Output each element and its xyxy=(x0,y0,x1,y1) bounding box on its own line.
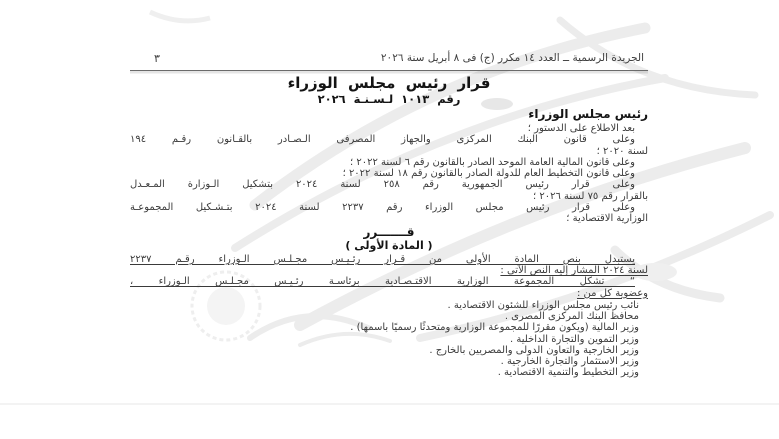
member-item: وزير التموين والتجارة الداخلية . xyxy=(509,333,639,345)
decree-document: الجريدة الرسمية ــ العدد ١٤ مكرر (ج) فى … xyxy=(130,52,648,379)
member-item: محافظ البنك المركزى المصرى . xyxy=(504,311,639,322)
article-one-heading: ( المادة الأولى ) xyxy=(345,239,433,253)
article-line: “ تشكل المجموعة الوزارية الاقتـصـادية بر… xyxy=(130,276,635,288)
page-header: الجريدة الرسمية ــ العدد ١٤ مكرر (ج) فى … xyxy=(130,52,648,71)
article-line: يستبدل بنص المادة الأولى من قـرار رئـيـس… xyxy=(130,253,635,265)
decree-number: رقم ١٠١٣ لـسـنـة ٢٠٢٦ xyxy=(317,92,461,106)
bottom-divider xyxy=(0,403,779,405)
issuer-heading: رئيس مجلس الوزراء xyxy=(528,107,648,121)
preamble-line: وعلى قانون المالية العامة الموحد الصادر … xyxy=(350,156,635,168)
article-line: وعضوية كل من : xyxy=(577,287,648,299)
masthead-title: الجريدة الرسمية ــ العدد ١٤ مكرر (ج) فى … xyxy=(380,52,644,64)
preamble-line: الوزارية الاقتصادية ؛ xyxy=(566,213,648,224)
preamble-line: وعلى قانون البنك المركزى والجهاز المصرفى… xyxy=(130,134,635,146)
member-item: وزير الخارجية والتعاون الدولى والمصريين … xyxy=(429,344,639,356)
member-item: وزير التخطيط والتنمية الاقتصادية . xyxy=(497,367,639,379)
preamble-line: وعلى قرار رئيس الجمهورية رقم ٢٥٨ لسنة ٢٠… xyxy=(130,179,635,191)
decree-title: قرار رئيس مجلس الوزراء xyxy=(287,74,491,92)
article-body: يستبدل بنص المادة الأولى من قـرار رئـيـس… xyxy=(130,254,648,299)
preamble-line: بالقرار رقم ٧٥ لسنة ٢٠٢٦ ؛ xyxy=(533,190,648,202)
page-number: ٣ xyxy=(154,52,160,65)
member-item: وزير المالية (ويكون مقررًا للمجموعة الوز… xyxy=(350,322,639,334)
decision-word: قـــــــرر xyxy=(363,225,415,240)
preamble-line: بعد الاطلاع على الدستور ؛ xyxy=(527,123,635,134)
article-line: لسنة ٢٠٢٤ المشار إليه النص الآتى : xyxy=(500,265,648,276)
preamble-line: لسنة ٢٠٢٠ ؛ xyxy=(596,145,648,157)
preamble-line: وعلى قرار رئيس مجلس الوزراء رقم ٢٢٣٧ لسن… xyxy=(130,201,635,213)
member-item: نائب رئيس مجلس الوزراء للشئون الاقتصادية… xyxy=(447,299,639,311)
preamble-line: وعلى قانون التخطيط العام للدولة الصادر ب… xyxy=(342,168,635,179)
member-item: وزير الاستثمار والتجارة الخارجية . xyxy=(500,356,639,367)
preamble: بعد الاطلاع على الدستور ؛ وعلى قانون الب… xyxy=(130,123,648,224)
members-list: نائب رئيس مجلس الوزراء للشئون الاقتصادية… xyxy=(130,300,648,379)
